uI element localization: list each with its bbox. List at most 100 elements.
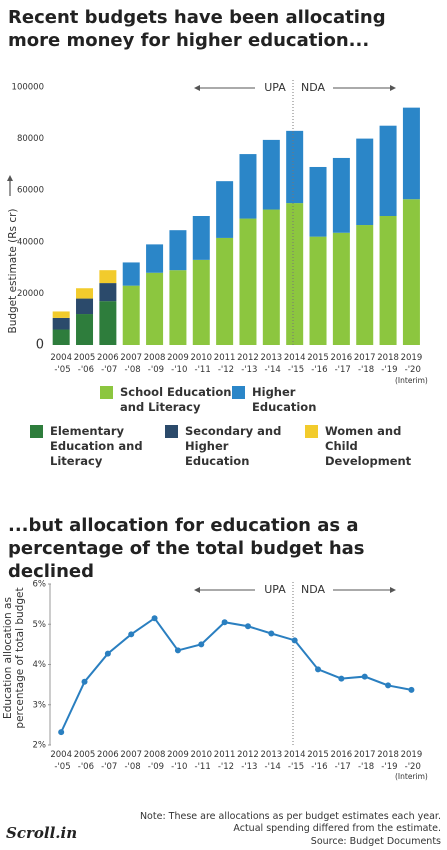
x-tick-label: 2018 -'19 (377, 750, 399, 772)
y-tick-label: 3% (33, 700, 47, 710)
y-tick-label: 40000 (17, 237, 44, 247)
x-tick-label: 2004 -'05 (50, 353, 72, 375)
legend-label: Higher Education (252, 385, 317, 414)
x-tick-label: 2018 -'19 (377, 353, 399, 375)
bar-segment (262, 209, 280, 345)
y-axis-label: Budget estimate (Rs cr) (7, 208, 19, 334)
y-tick-label: 0 (36, 338, 44, 353)
line (60, 616, 412, 733)
x-tick-label: 2019 -'20 (401, 750, 423, 772)
bar-segment (122, 262, 140, 286)
x-tick-label: 2005 -'06 (74, 750, 96, 772)
bar-segment (99, 301, 117, 345)
annotation: UPA (264, 583, 286, 596)
y-tick-label: 80000 (17, 134, 44, 144)
point (291, 637, 298, 644)
bar-segment (192, 216, 210, 260)
source: Source: Budget Documents (310, 836, 441, 847)
point (385, 682, 392, 689)
x-tick-label: 2019 -'20 (401, 353, 423, 375)
x-tick-label: 2005 -'06 (74, 353, 96, 375)
point (198, 641, 205, 648)
bar-segment (146, 244, 164, 273)
point (244, 623, 251, 630)
bar-segment (332, 157, 350, 233)
point (174, 647, 181, 654)
point (81, 678, 88, 685)
x-tick-label: 2012 -'13 (237, 750, 259, 772)
x-tick-label: 2014 -'15 (284, 750, 306, 772)
bar-segment (216, 237, 234, 345)
bar-segment (99, 270, 117, 284)
bar-segment (262, 139, 280, 210)
x-tick-label: 2016 -'17 (331, 353, 353, 375)
bar-segment (52, 317, 70, 330)
y-tick-label: 6% (33, 580, 47, 590)
legend-swatch (100, 386, 113, 399)
point (58, 729, 65, 736)
x-tick-label: 2015 -'16 (307, 353, 329, 375)
x-tick-label: 2014 -'15 (284, 353, 306, 375)
chart-title: ...but allocation for education as a per… (8, 515, 365, 582)
annotation: (Interim) (395, 772, 428, 781)
x-tick-label: 2013 -'14 (261, 750, 283, 772)
bar-segment (52, 311, 70, 318)
bar-segment (402, 107, 420, 200)
bar-segment (146, 272, 164, 345)
annotation: NDA (301, 583, 326, 596)
legend-swatch (305, 425, 318, 438)
bar-segment (286, 130, 304, 204)
point (221, 619, 228, 626)
bar-segment (356, 225, 374, 345)
y-tick-label: 100000 (12, 83, 44, 93)
annotation: (Interim) (395, 376, 428, 385)
y-tick-label: 4% (33, 660, 47, 670)
chart-title: Recent budgets have been allocating more… (8, 7, 386, 51)
legend-swatch (165, 425, 178, 438)
y-tick-label: 2% (33, 741, 47, 751)
bar-segment (122, 285, 140, 345)
x-tick-label: 2004 -'05 (50, 750, 72, 772)
x-tick-label: 2011 -'12 (214, 750, 236, 772)
legend-label: School Education and Literacy (120, 385, 232, 414)
point (315, 666, 322, 673)
bar-segment (379, 125, 397, 216)
brand-logo: Scroll.in (6, 824, 78, 842)
bar-segment (169, 270, 187, 345)
bar-segment (402, 199, 420, 345)
x-tick-label: 2009 -'10 (167, 750, 189, 772)
x-tick-label: 2012 -'13 (237, 353, 259, 375)
y-tick-label: 5% (33, 620, 47, 630)
x-tick-label: 2017 -'18 (354, 750, 376, 772)
bar-segment (169, 230, 187, 271)
x-tick-label: 2013 -'14 (261, 353, 283, 375)
bar-segment (52, 329, 70, 345)
point (151, 615, 158, 622)
bar-segment (192, 259, 210, 345)
legend-swatch (232, 386, 245, 399)
point (128, 631, 135, 638)
x-tick-label: 2017 -'18 (354, 353, 376, 375)
point (408, 686, 415, 693)
bar-segment (309, 236, 327, 345)
bar-segment (76, 314, 94, 345)
bar-segment (309, 166, 327, 237)
bar-segment (356, 138, 374, 226)
bar-segment (99, 283, 117, 302)
x-tick-label: 2015 -'16 (307, 750, 329, 772)
y-axis-label: Education allocation as percentage of to… (2, 587, 26, 729)
x-tick-label: 2010 -'11 (190, 353, 212, 375)
bar-segment (332, 232, 350, 345)
bar-segment (379, 216, 397, 345)
annotation: NDA (301, 81, 326, 94)
point (338, 675, 345, 682)
bar-segment (286, 203, 304, 345)
note: Note: These are allocations as per budge… (139, 811, 441, 834)
legend-label: Secondary and Higher Education (185, 424, 282, 468)
legend-label: Women and Child Development (325, 424, 412, 468)
point (104, 650, 111, 657)
x-tick-label: 2008 -'09 (144, 750, 166, 772)
y-tick-label: 20000 (17, 289, 44, 299)
